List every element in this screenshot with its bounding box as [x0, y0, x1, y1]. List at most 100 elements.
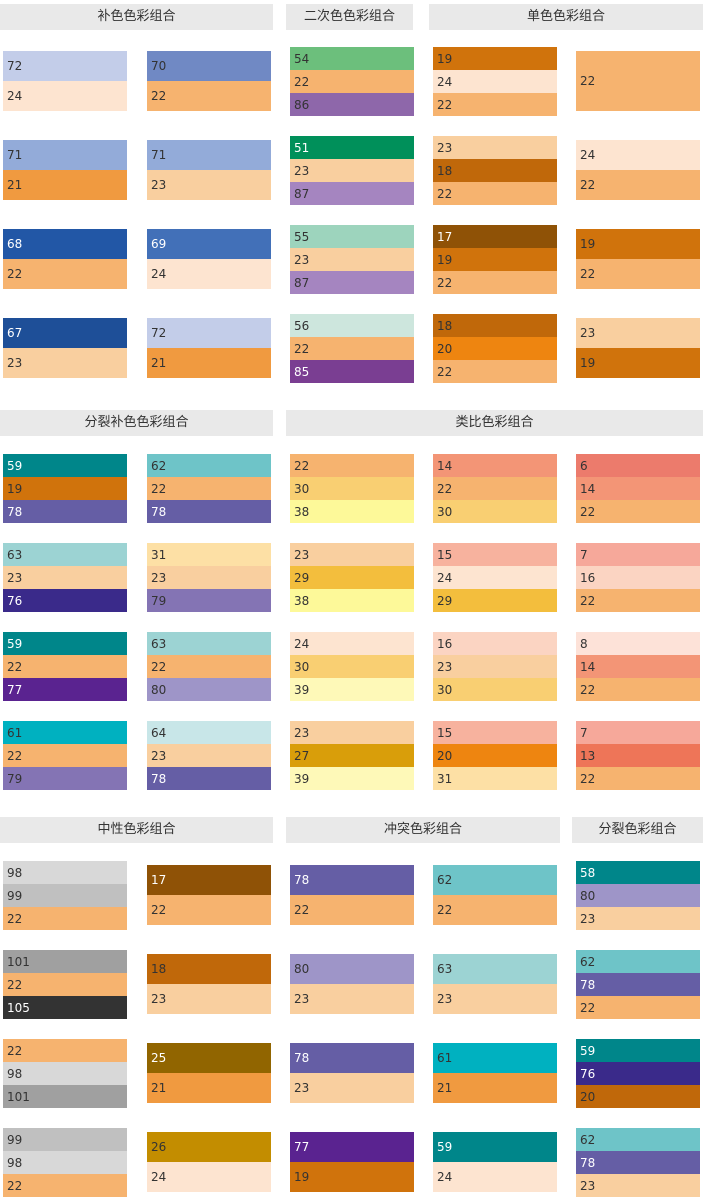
color-swatch: 23: [290, 1073, 414, 1103]
color-swatch: 22: [3, 907, 127, 930]
color-swatch: 22: [3, 1174, 127, 1197]
color-swatch: 7: [576, 721, 700, 744]
color-swatch: 31: [147, 543, 271, 566]
color-swatch: 38: [290, 500, 414, 523]
color-swatch: 69: [147, 229, 271, 259]
color-swatch: 23: [433, 136, 557, 159]
color-swatch: 24: [576, 140, 700, 170]
section-header: 补色色彩组合: [0, 4, 273, 30]
color-swatch: 87: [290, 271, 414, 294]
color-swatch: 71: [3, 140, 127, 170]
color-swatch: 72: [147, 318, 271, 348]
color-swatch: 19: [433, 248, 557, 271]
color-swatch: 22: [147, 655, 271, 678]
color-swatch: 15: [433, 543, 557, 566]
color-swatch: 23: [576, 907, 700, 930]
color-swatch: 14: [576, 655, 700, 678]
color-swatch: 22: [290, 454, 414, 477]
color-swatch: 79: [3, 767, 127, 790]
color-swatch: 18: [147, 954, 271, 984]
color-swatch: 16: [433, 632, 557, 655]
color-swatch: 17: [433, 225, 557, 248]
color-swatch: 98: [3, 1062, 127, 1085]
color-swatch: 31: [433, 767, 557, 790]
color-swatch: 22: [433, 271, 557, 294]
color-swatch: 22: [290, 70, 414, 93]
color-swatch: 23: [576, 1174, 700, 1197]
color-swatch: 105: [3, 996, 127, 1019]
section-header: 单色色彩组合: [429, 4, 703, 30]
color-swatch: 15: [433, 721, 557, 744]
color-swatch: 23: [147, 566, 271, 589]
color-swatch: 24: [433, 70, 557, 93]
color-swatch: 22: [433, 182, 557, 205]
color-swatch: 62: [147, 454, 271, 477]
color-swatch: 22: [147, 81, 271, 111]
color-swatch: 79: [147, 589, 271, 612]
color-swatch: 80: [290, 954, 414, 984]
color-swatch: 72: [3, 51, 127, 81]
color-swatch: 24: [290, 632, 414, 655]
color-swatch: 87: [290, 182, 414, 205]
color-swatch: 8: [576, 632, 700, 655]
color-swatch: 22: [576, 170, 700, 200]
color-swatch: 14: [433, 454, 557, 477]
color-swatch: 30: [433, 500, 557, 523]
section-header: 中性色彩组合: [0, 817, 273, 843]
section-header: 分裂补色色彩组合: [0, 410, 273, 436]
color-swatch: 51: [290, 136, 414, 159]
color-swatch: 23: [147, 984, 271, 1014]
color-swatch: 56: [290, 314, 414, 337]
color-swatch: 67: [3, 318, 127, 348]
section-header: 类比色彩组合: [286, 410, 703, 436]
color-swatch: 22: [433, 895, 557, 925]
color-swatch: 23: [433, 655, 557, 678]
color-swatch: 25: [147, 1043, 271, 1073]
color-swatch: 23: [290, 543, 414, 566]
color-swatch: 71: [147, 140, 271, 170]
color-swatch: 78: [576, 1151, 700, 1174]
section-header: 分裂色彩组合: [572, 817, 703, 843]
color-swatch: 76: [576, 1062, 700, 1085]
color-swatch: 17: [147, 865, 271, 895]
color-swatch: 23: [576, 318, 700, 348]
color-swatch: 7: [576, 543, 700, 566]
color-swatch: 85: [290, 360, 414, 383]
color-swatch: 61: [433, 1043, 557, 1073]
color-swatch: 18: [433, 159, 557, 182]
color-swatch: 78: [147, 500, 271, 523]
color-swatch: 80: [147, 678, 271, 701]
color-swatch: 22: [433, 93, 557, 116]
color-swatch: 18: [433, 314, 557, 337]
color-swatch: 22: [576, 500, 700, 523]
color-swatch: 30: [290, 655, 414, 678]
color-swatch: 70: [147, 51, 271, 81]
color-swatch: 22: [3, 655, 127, 678]
color-swatch: 22: [576, 678, 700, 701]
color-swatch: 22: [576, 589, 700, 612]
color-swatch: 59: [3, 632, 127, 655]
color-swatch: 59: [433, 1132, 557, 1162]
section-header: 冲突色彩组合: [286, 817, 560, 843]
color-swatch: 23: [3, 566, 127, 589]
color-swatch: 23: [290, 984, 414, 1014]
color-swatch: 21: [147, 1073, 271, 1103]
color-swatch: 24: [147, 259, 271, 289]
color-swatch: 23: [290, 721, 414, 744]
color-swatch: 29: [433, 589, 557, 612]
color-swatch: 62: [576, 1128, 700, 1151]
color-swatch: 24: [147, 1162, 271, 1192]
color-swatch: 29: [290, 566, 414, 589]
color-swatch: 99: [3, 884, 127, 907]
color-swatch: 38: [290, 589, 414, 612]
color-swatch: 22: [576, 51, 700, 111]
color-swatch: 23: [290, 248, 414, 271]
color-swatch: 26: [147, 1132, 271, 1162]
color-swatch: 61: [3, 721, 127, 744]
color-swatch: 19: [576, 348, 700, 378]
color-swatch: 86: [290, 93, 414, 116]
color-swatch: 23: [3, 348, 127, 378]
color-swatch: 63: [147, 632, 271, 655]
color-swatch: 20: [433, 744, 557, 767]
